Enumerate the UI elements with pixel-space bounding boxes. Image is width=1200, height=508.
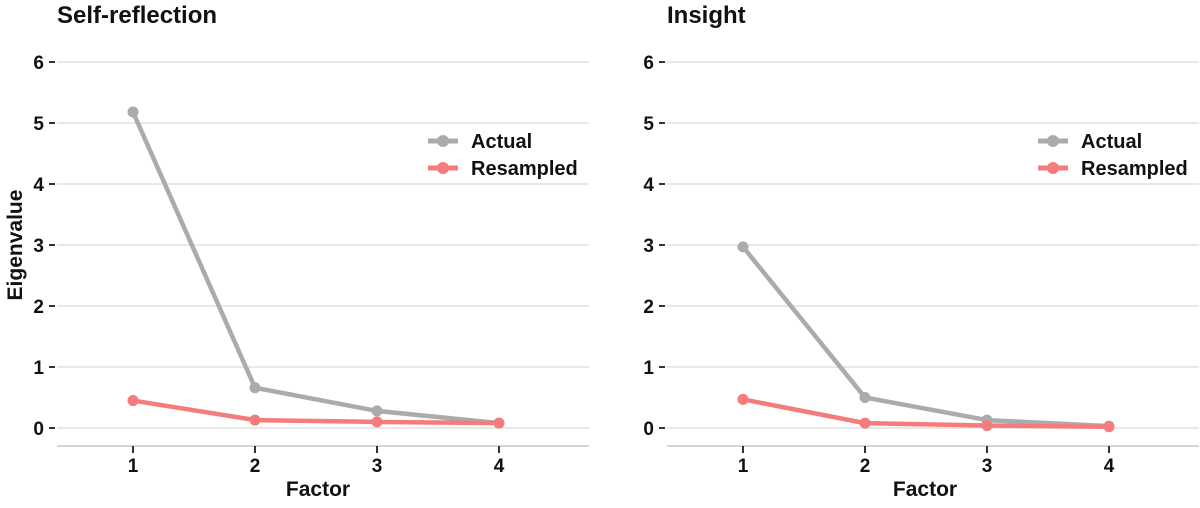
panel-insight: 0 1 2 3 4 5 6 1 2 3 4 Actual Resampled <box>643 53 1199 477</box>
y-tick-label: 0 <box>33 419 44 440</box>
series-line-actual <box>741 245 1110 429</box>
y-tick-label: 4 <box>643 175 654 196</box>
series-line-resampled <box>742 397 1110 430</box>
x-tick-label: 1 <box>128 456 139 477</box>
x-tick-label: 2 <box>250 456 261 477</box>
data-point-resampled <box>737 393 749 405</box>
legend-label: Actual <box>471 131 532 153</box>
legend-label: Resampled <box>1081 158 1188 180</box>
data-point-resampled <box>859 417 871 429</box>
data-point-resampled <box>493 417 505 429</box>
data-point-resampled <box>249 414 261 426</box>
x-tick-label: 3 <box>982 456 993 477</box>
x-tick-label: 3 <box>372 456 383 477</box>
data-point-actual <box>127 106 139 118</box>
y-tick-label: 2 <box>33 297 44 318</box>
y-tick-label: 2 <box>643 297 654 318</box>
legend-key-point <box>1047 135 1059 147</box>
panel-title-insight: Insight <box>667 2 746 29</box>
series-line-resampled <box>132 398 500 426</box>
series-line-actual <box>130 111 500 426</box>
data-point-resampled <box>371 416 383 428</box>
legend-label: Actual <box>1081 131 1142 153</box>
x-axis-title-right: Factor <box>892 478 958 501</box>
x-tick-label: 2 <box>860 456 871 477</box>
data-point-resampled <box>1103 421 1115 433</box>
data-point-resampled <box>127 395 139 407</box>
panel-self-reflection: 0 1 2 3 4 5 6 1 2 3 4 Actual Resampled <box>33 53 589 477</box>
legend-key-point <box>1047 162 1059 174</box>
x-tick-label: 4 <box>494 456 505 477</box>
x-tick-label: 4 <box>1104 456 1115 477</box>
y-tick-label: 5 <box>643 114 654 135</box>
data-point-actual <box>859 392 871 403</box>
data-point-actual <box>249 382 261 394</box>
legend-label: Resampled <box>471 158 578 180</box>
y-tick-label: 6 <box>33 53 44 74</box>
y-tick-label: 1 <box>33 358 44 379</box>
legend-key-point <box>437 135 449 147</box>
panel-title-self-reflection: Self-reflection <box>57 2 218 29</box>
x-tick-label: 1 <box>738 456 749 477</box>
y-tick-label: 5 <box>33 114 44 135</box>
data-point-actual <box>371 405 383 417</box>
y-tick-label: 6 <box>643 53 654 74</box>
y-tick-label: 3 <box>643 236 654 257</box>
y-tick-label: 3 <box>33 236 44 257</box>
legend-key-point <box>437 162 449 174</box>
y-tick-label: 4 <box>33 175 44 196</box>
y-tick-label: 1 <box>643 358 654 379</box>
data-point-actual <box>737 241 749 253</box>
y-tick-label: 0 <box>643 419 654 440</box>
x-axis-title-left: Factor <box>285 478 351 501</box>
data-point-resampled <box>981 420 993 432</box>
